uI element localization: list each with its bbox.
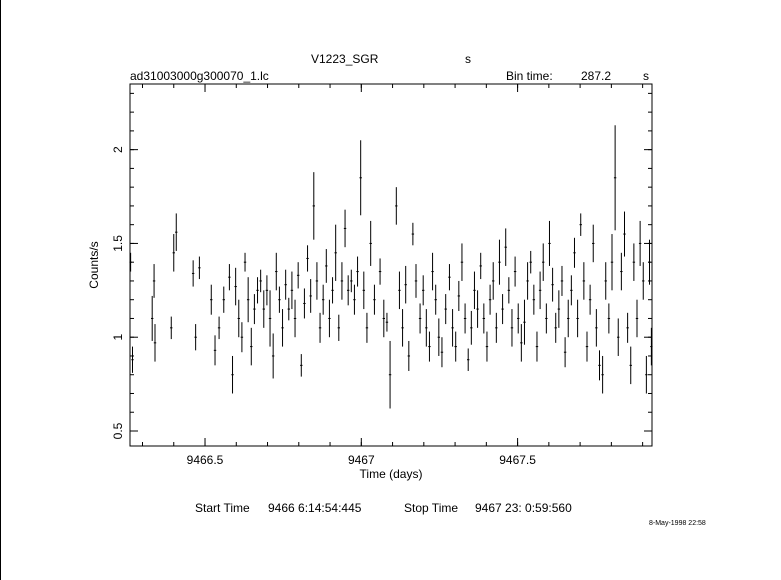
start-time-label: Start Time (195, 501, 250, 515)
plot-frame (129, 83, 653, 447)
bin-time-unit: s (643, 69, 649, 83)
x-axis-label: Time (days) (360, 467, 423, 481)
plot-timestamp: 8-May-1998 22:58 (649, 520, 706, 527)
bin-time-value: 287.2 (581, 69, 612, 83)
y-tick-label: 1.5 (111, 235, 125, 252)
axis-ticks (130, 84, 652, 446)
stop-time-value: 9467 23: 0:59:560 (475, 501, 572, 515)
x-tick-label: 9466.5 (187, 453, 224, 467)
file-name: ad31003000g300070_1.lc (130, 69, 269, 83)
start-time-value: 9466 6:14:54:445 (268, 501, 362, 515)
stop-time-label: Stop Time (404, 501, 459, 515)
axis-tick-labels: 9466.5 9467 9467.5 0.5 1 1.5 2 (111, 146, 536, 467)
y-tick-label: 1 (111, 334, 125, 341)
y-axis-label: Counts/s (87, 241, 101, 288)
left-border (0, 0, 1, 580)
bin-time-label: Bin time: (506, 69, 553, 83)
y-tick-label: 2 (111, 146, 125, 153)
x-tick-label: 9467 (348, 453, 375, 467)
object-unit: s (465, 52, 471, 66)
object-name: V1223_SGR (311, 52, 379, 66)
data-points (129, 125, 653, 409)
x-tick-label: 9467.5 (499, 453, 536, 467)
y-tick-label: 0.5 (111, 422, 125, 439)
